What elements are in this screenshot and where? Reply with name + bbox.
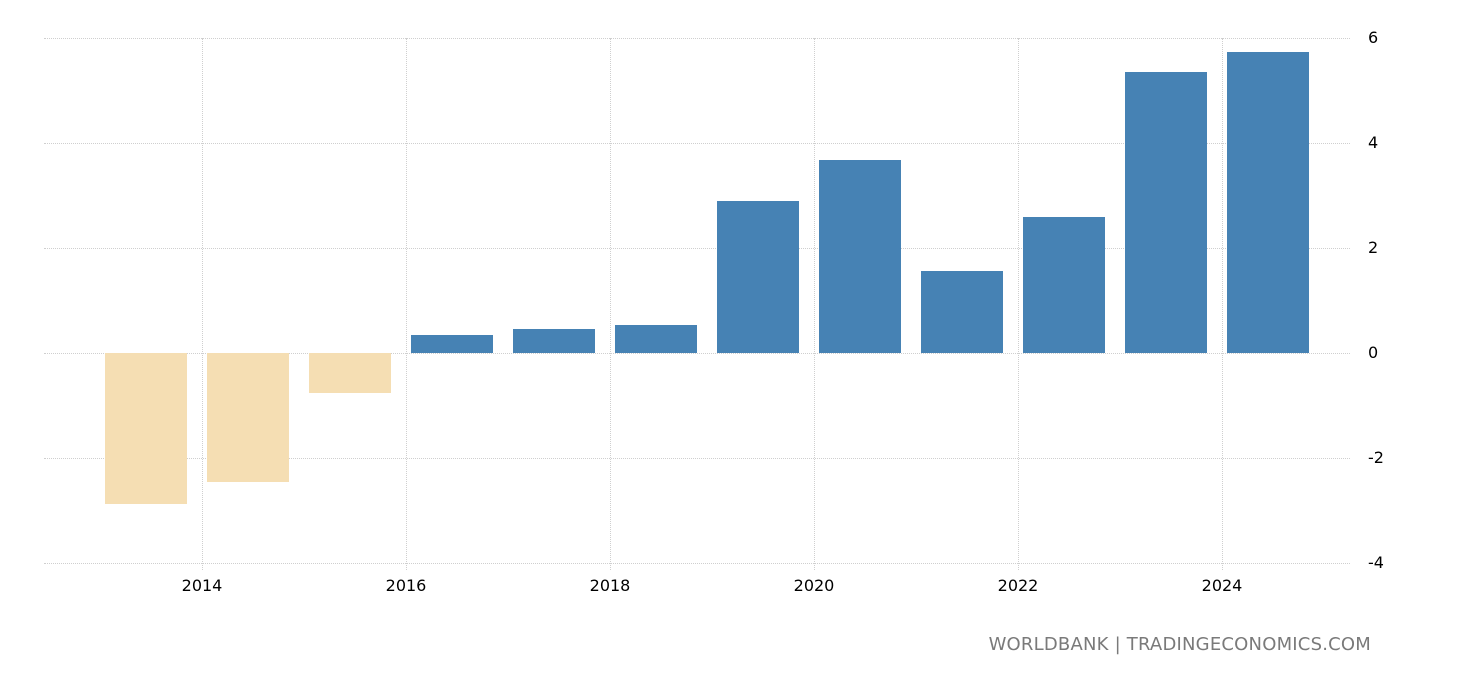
bar-2019 xyxy=(717,200,799,353)
y-tick-label: -2 xyxy=(1368,448,1384,467)
v-gridline xyxy=(1018,38,1019,570)
v-gridline xyxy=(814,38,815,570)
bar-2023 xyxy=(1125,72,1207,353)
y-tick-label: 4 xyxy=(1368,133,1379,152)
x-tick-label: 2024 xyxy=(1201,576,1243,595)
x-tick-label: 2022 xyxy=(997,576,1039,595)
v-gridline xyxy=(406,38,407,570)
x-tick-label: 2016 xyxy=(385,576,427,595)
bar-2021 xyxy=(921,271,1003,353)
h-gridline xyxy=(44,563,1350,564)
h-gridline xyxy=(44,248,1350,249)
source-credit: WORLDBANK | TRADINGECONOMICS.COM xyxy=(988,634,1371,655)
bar-2016 xyxy=(411,335,493,353)
y-tick-label: 6 xyxy=(1368,28,1379,47)
y-tick-label: 2 xyxy=(1368,238,1379,257)
bar-2022 xyxy=(1023,217,1105,353)
h-gridline xyxy=(44,38,1350,39)
bar-2015 xyxy=(309,353,391,393)
h-gridline xyxy=(44,353,1350,354)
y-tick-label: -4 xyxy=(1368,553,1384,572)
x-tick-label: 2020 xyxy=(793,576,835,595)
h-gridline xyxy=(44,458,1350,459)
h-gridline xyxy=(44,143,1350,144)
bar-2020 xyxy=(819,159,901,353)
bar-2014 xyxy=(207,353,289,483)
v-gridline xyxy=(1222,38,1223,570)
bar-2024 xyxy=(1227,52,1309,353)
y-tick-label: 0 xyxy=(1368,343,1379,362)
v-gridline xyxy=(202,38,203,570)
x-tick-label: 2014 xyxy=(181,576,223,595)
bar-2017 xyxy=(513,328,595,353)
x-tick-label: 2018 xyxy=(589,576,631,595)
bar-2018 xyxy=(615,325,697,353)
v-gridline xyxy=(610,38,611,570)
bar-2013 xyxy=(105,353,187,505)
